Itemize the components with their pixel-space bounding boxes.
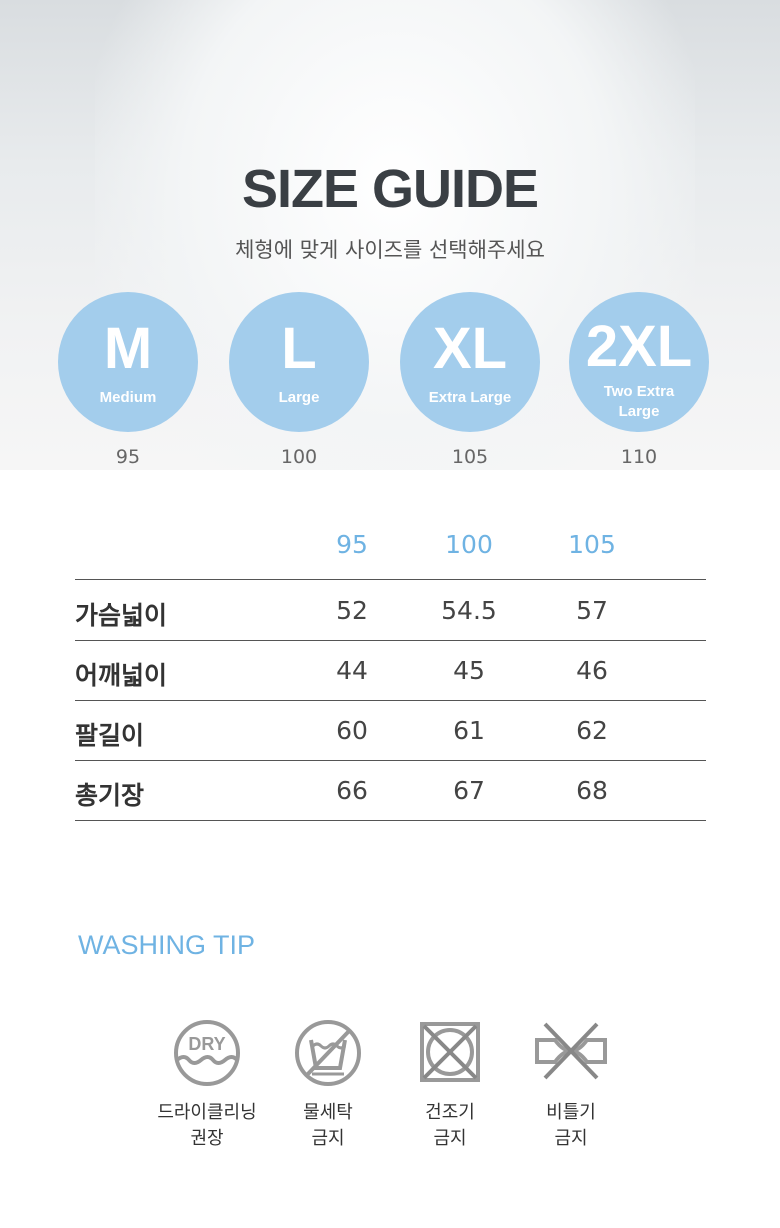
table-cell: 61 [453,716,485,745]
size-name-line2: Large [618,403,660,420]
divider [75,820,706,821]
table-cell: 54.5 [441,596,497,625]
column-header: 95 [336,530,368,559]
hero-banner: SIZE GUIDE 체형에 맞게 사이즈를 선택해주세요 M Medium 9… [0,0,780,470]
table-cell: 52 [336,596,368,625]
size-badge-2xl: 2XL Two Extra Large [569,292,709,432]
column-header: 105 [568,530,616,559]
label-line2: 금지 [554,1128,588,1149]
label-line1: 비틀기 [546,1102,596,1123]
size-code: 2XL [585,314,693,379]
table-cell: 57 [576,596,608,625]
size-name: Two Extra Large [569,382,709,422]
size-number: 110 [620,446,658,468]
label-line1: 물세탁 [303,1102,353,1123]
divider [75,760,706,761]
size-number: 95 [115,446,141,468]
page-subtitle: 체형에 맞게 사이즈를 선택해주세요 [235,238,545,262]
size-name: Medium [99,389,157,406]
label-line2: 권장 [190,1128,224,1149]
row-label: 어깨넓이 [75,661,168,690]
row-label: 팔길이 [75,721,145,750]
label-line2: 금지 [433,1128,467,1149]
table-cell: 66 [336,776,368,805]
washing-tip-title: WASHING TIP [78,930,256,960]
size-name: Large [278,389,320,406]
size-code: XL [432,316,508,381]
no-water-wash-icon [295,1020,361,1086]
size-number: 100 [280,446,318,468]
size-badge-m: M Medium [58,292,198,432]
page-title: SIZE GUIDE [241,159,539,219]
divider [75,640,706,641]
no-wring-icon [535,1022,607,1080]
divider [75,700,706,701]
row-label: 가슴넓이 [75,601,168,630]
dry-clean-icon: DRY [174,1020,240,1086]
table-cell: 68 [576,776,608,805]
label-line1: 드라이클리닝 [157,1102,257,1123]
size-code: M [103,316,153,381]
column-header: 100 [445,530,493,559]
row-label: 총기장 [75,781,145,810]
size-badge-l: L Large [229,292,369,432]
table-cell: 44 [336,656,368,685]
table-cell: 67 [453,776,485,805]
divider [75,579,706,580]
table-cell: 60 [336,716,368,745]
size-badge-xl: XL Extra Large [400,292,540,432]
size-name: Extra Large [428,389,512,406]
size-code: L [281,316,317,381]
table-cell: 46 [576,656,608,685]
no-tumble-dry-icon [420,1022,480,1082]
size-number: 105 [451,446,489,468]
label-line1: 건조기 [425,1102,475,1123]
label-line2: 금지 [311,1128,345,1149]
size-name-line1: Two Extra [603,383,675,400]
table-cell: 45 [453,656,485,685]
table-cell: 62 [576,716,608,745]
dry-text: DRY [188,1034,225,1054]
